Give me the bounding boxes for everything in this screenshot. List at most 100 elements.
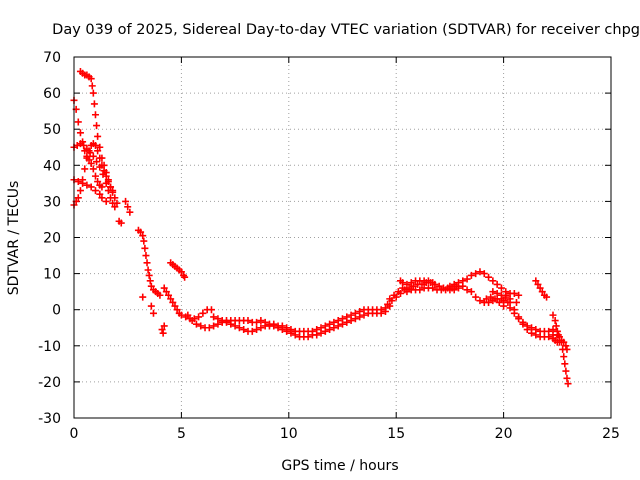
- data-point: [177, 268, 185, 276]
- data-point: [454, 279, 462, 287]
- data-point: [253, 318, 261, 326]
- data-point: [144, 266, 152, 274]
- data-point: [171, 302, 179, 310]
- data-point: [89, 89, 97, 97]
- data-point: [555, 333, 563, 341]
- y-tick-label: 40: [43, 158, 61, 174]
- data-point: [381, 308, 389, 316]
- data-point: [489, 288, 497, 296]
- data-point: [485, 273, 493, 281]
- data-point: [102, 197, 110, 205]
- data-series: [70, 67, 572, 388]
- data-point: [199, 309, 207, 317]
- data-point: [231, 322, 239, 330]
- data-point: [497, 284, 505, 292]
- x-tick-label: 20: [495, 426, 513, 442]
- data-point: [91, 187, 99, 195]
- data-point: [287, 326, 295, 334]
- data-point: [91, 111, 99, 119]
- data-point: [188, 317, 196, 325]
- data-point: [317, 329, 325, 337]
- data-point: [74, 178, 82, 186]
- data-point: [76, 129, 84, 137]
- data-point: [158, 326, 166, 334]
- data-point: [563, 374, 571, 382]
- data-point: [227, 320, 235, 328]
- data-point: [528, 324, 536, 332]
- data-point: [126, 208, 134, 216]
- x-tick-label: 0: [70, 426, 79, 442]
- data-point: [552, 322, 560, 330]
- data-point: [96, 190, 104, 198]
- plot-frame: [73, 56, 612, 419]
- data-point: [253, 326, 261, 334]
- data-point: [87, 183, 95, 191]
- data-point: [480, 270, 488, 278]
- data-point: [165, 291, 173, 299]
- data-point: [559, 345, 567, 353]
- data-point: [409, 282, 417, 290]
- data-point: [500, 302, 508, 310]
- data-point: [79, 176, 87, 184]
- data-point: [476, 297, 484, 305]
- data-point: [394, 288, 402, 296]
- data-point: [326, 326, 334, 334]
- data-point: [313, 331, 321, 339]
- data-point: [91, 141, 99, 149]
- y-tick-label: 50: [43, 122, 61, 138]
- data-point: [472, 293, 480, 301]
- data-point: [356, 313, 364, 321]
- data-point: [512, 298, 520, 306]
- data-point: [403, 280, 411, 288]
- data-point: [218, 317, 226, 325]
- data-point: [347, 317, 355, 325]
- data-point: [177, 311, 185, 319]
- data-point: [493, 289, 501, 297]
- data-point: [195, 313, 203, 321]
- data-point: [463, 286, 471, 294]
- data-point: [308, 327, 316, 335]
- data-point: [562, 367, 570, 375]
- data-point: [93, 122, 101, 130]
- data-point: [88, 82, 96, 90]
- data-point: [270, 320, 278, 328]
- x-axis-label: GPS time / hours: [281, 458, 398, 474]
- data-point: [248, 327, 256, 335]
- data-point: [472, 270, 480, 278]
- data-point: [360, 311, 368, 319]
- data-point: [553, 327, 561, 335]
- data-point: [160, 322, 168, 330]
- data-point: [102, 169, 110, 177]
- data-point: [207, 306, 215, 314]
- data-point: [561, 360, 569, 368]
- data-point: [463, 275, 471, 283]
- data-point: [143, 259, 151, 267]
- data-point: [85, 147, 93, 155]
- data-point: [424, 277, 432, 285]
- data-point: [418, 280, 426, 288]
- data-point: [205, 324, 213, 332]
- data-point: [235, 324, 243, 332]
- data-point: [83, 154, 91, 162]
- data-point: [81, 165, 89, 173]
- data-point: [147, 282, 155, 290]
- data-point: [98, 183, 106, 191]
- data-point: [100, 161, 108, 169]
- data-point: [192, 320, 200, 328]
- data-point: [467, 271, 475, 279]
- data-point: [173, 306, 181, 314]
- y-tick-label: 60: [43, 86, 61, 102]
- data-point: [384, 300, 392, 308]
- data-point: [124, 203, 132, 211]
- data-point: [141, 244, 149, 252]
- data-point: [74, 118, 82, 126]
- data-point: [137, 228, 145, 236]
- y-tick-label: 0: [52, 303, 61, 319]
- data-point: [109, 187, 117, 195]
- data-point: [93, 158, 101, 166]
- data-point: [487, 293, 495, 301]
- data-point: [551, 317, 559, 325]
- data-point: [510, 309, 518, 317]
- data-point: [283, 324, 291, 332]
- y-tick-label: 70: [43, 50, 61, 66]
